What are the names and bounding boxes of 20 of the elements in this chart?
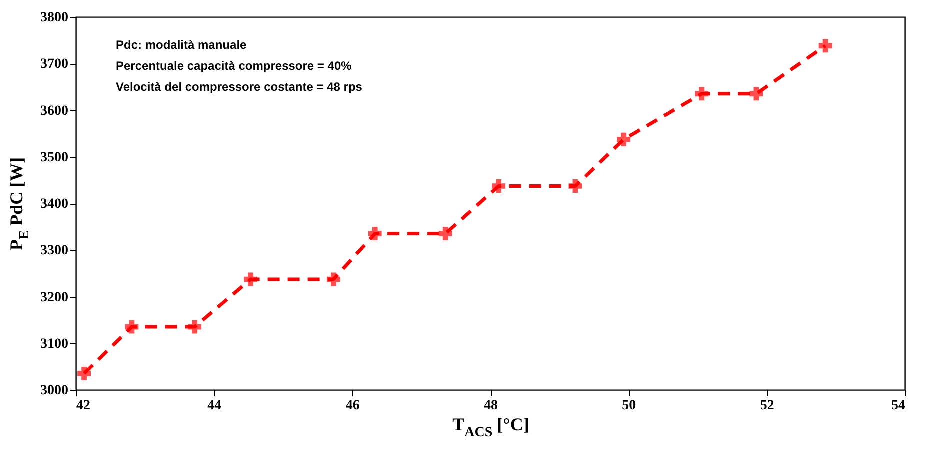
y-tick-label: 3100 [40, 336, 68, 352]
y-tick-label: 3000 [40, 384, 68, 398]
x-axis-title: T$_{ACS}$ [°C] [452, 414, 530, 440]
y-tick-label: 3700 [40, 57, 68, 72]
x-tick-label: 52 [760, 398, 774, 414]
x-tick-label: 46 [346, 398, 360, 414]
x-tick-label: 50 [622, 398, 636, 414]
y-tick-label: 3600 [40, 104, 68, 119]
annotation: Percentuale capacità compressore = 40% [116, 59, 352, 73]
y-tick-label: 3200 [40, 290, 68, 306]
x-tick-label: 44 [208, 398, 222, 414]
annotation: Velocità del compressore costante = 48 rps [116, 80, 363, 94]
x-tick-label: 54 [892, 398, 906, 414]
annotation: Pdc: modalità manuale [116, 38, 248, 52]
y-tick-label: 3400 [40, 197, 68, 212]
y-tick-label: 3500 [40, 150, 68, 166]
y-tick-label: 3800 [40, 10, 68, 26]
y-tick-label: 3300 [40, 244, 68, 259]
x-tick-label: 48 [484, 398, 498, 414]
x-tick-label: 42 [76, 398, 90, 414]
